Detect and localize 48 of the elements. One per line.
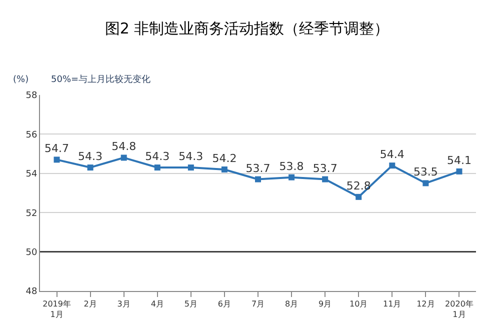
data-label: 53.7: [246, 162, 270, 175]
x-tick-label: 4月: [150, 300, 164, 309]
point: [356, 194, 362, 200]
data-label: 54.3: [145, 150, 170, 164]
data-label: 53.5: [413, 166, 438, 179]
chart-title: 图2 非制造业商务活动指数（经季节调整）: [104, 20, 390, 38]
data-label: 53.8: [279, 160, 304, 173]
y-tick-label: 56: [26, 130, 38, 140]
x-tick-label: 10月: [350, 300, 368, 309]
data-label: 54.2: [212, 152, 237, 165]
point: [322, 176, 328, 182]
point: [456, 168, 462, 174]
data-label: 54.4: [380, 148, 404, 162]
point: [422, 180, 429, 186]
y-tick-label: 54: [26, 170, 38, 180]
point: [255, 176, 261, 182]
point: [221, 166, 228, 172]
y-tick-label: 48: [26, 287, 38, 298]
x-tick-label: 3月: [117, 300, 130, 309]
data-label: 54.1: [446, 154, 472, 167]
data-label: 54.3: [78, 150, 103, 164]
x-tick-label: 6月: [218, 300, 232, 309]
data-label: 53.7: [312, 162, 338, 175]
data-label: 54.3: [178, 150, 204, 164]
data-label: 52.8: [346, 179, 371, 192]
point: [54, 156, 60, 163]
x-tick-label: 2月: [84, 300, 97, 309]
point: [389, 162, 396, 169]
y-tick-label: 52: [26, 208, 38, 219]
x-tick-label: 8月: [284, 300, 298, 309]
x-tick-label: 11月: [383, 300, 402, 309]
y-axis-title: (%): [13, 75, 29, 85]
x-tick-label: 2019年 1月: [42, 300, 71, 319]
text: 50%=与上月比较无变化: [51, 74, 151, 85]
point: [154, 164, 160, 171]
x-tick-label: 12月: [416, 300, 435, 309]
y-tick-label: 58: [26, 91, 38, 102]
x-tick-label: 7月: [251, 300, 265, 309]
x-tick-label: 5月: [184, 300, 198, 309]
data-label: 54.8: [112, 140, 136, 154]
y-tick-label: 50: [26, 248, 38, 258]
data-label: 54.7: [44, 142, 70, 156]
point: [188, 164, 194, 171]
x-tick-label: 2020年 1月: [445, 300, 474, 319]
point: [87, 164, 94, 171]
point: [288, 174, 295, 180]
point: [120, 154, 127, 161]
x-tick-label: 9月: [318, 300, 332, 309]
